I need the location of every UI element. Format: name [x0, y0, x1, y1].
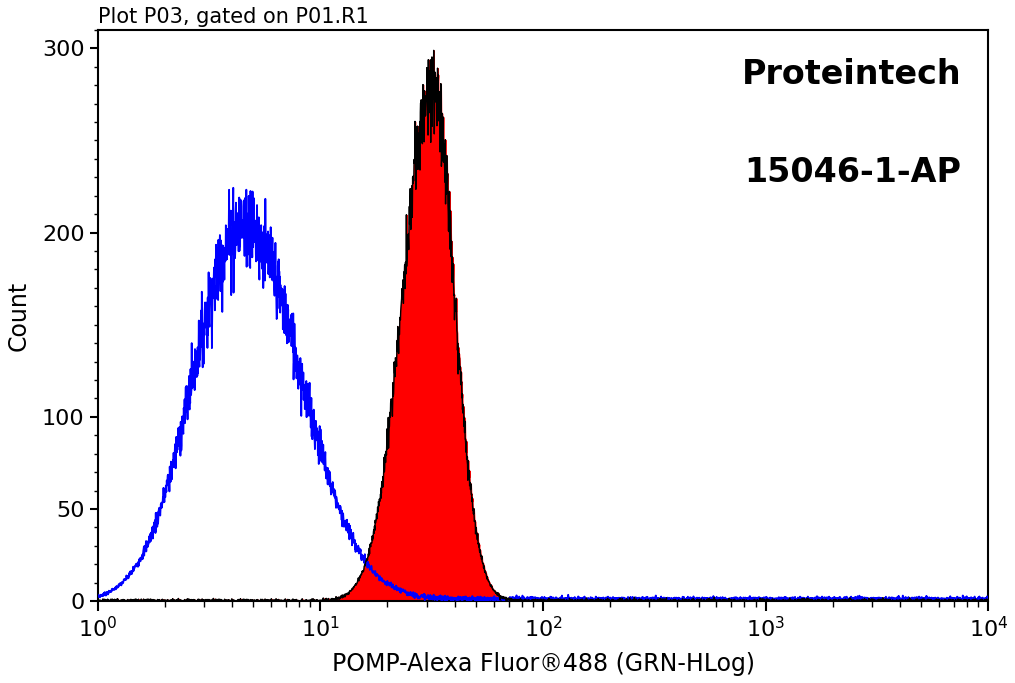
Text: 15046-1-AP: 15046-1-AP [745, 156, 961, 189]
Text: Plot P03, gated on P01.R1: Plot P03, gated on P01.R1 [97, 7, 368, 27]
Text: Proteintech: Proteintech [742, 59, 961, 92]
Y-axis label: Count: Count [7, 281, 30, 350]
X-axis label: POMP-Alexa Fluor®488 (GRN-HLog): POMP-Alexa Fluor®488 (GRN-HLog) [332, 652, 754, 676]
